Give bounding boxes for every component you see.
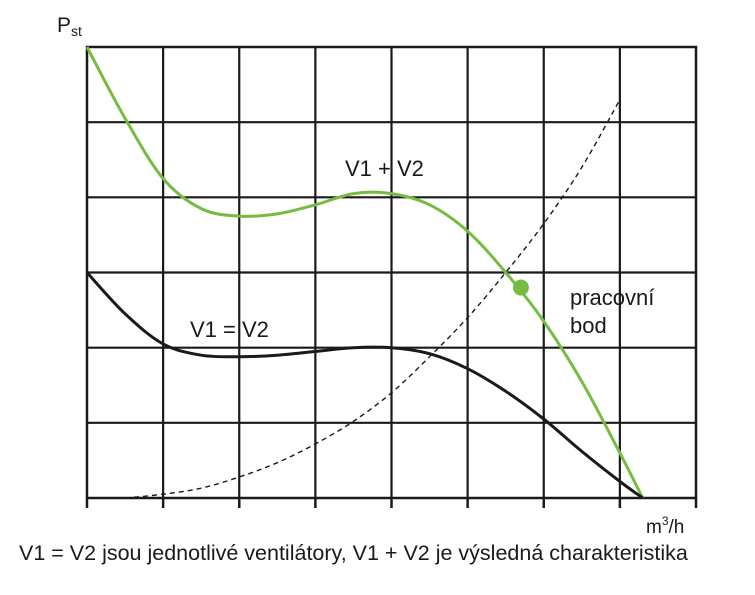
series-label-v1-equals-v2: V1 = V2 (190, 317, 269, 342)
figure-caption: V1 = V2 jsou jednotlivé ventilátory, V1 … (19, 541, 688, 565)
y-axis-label: Pst (57, 14, 82, 39)
system-resistance-curve (125, 99, 621, 499)
operating-point-label-line1: pracovní (570, 285, 654, 310)
x-axis-label: m3/h (646, 514, 684, 538)
v1-equals-v2-curve (85, 271, 644, 500)
fan-characteristic-chart: Pst m3/h V1 + V2 V1 = V2 pracovní bod (57, 14, 698, 538)
operating-point-marker (512, 279, 529, 296)
grid (85, 45, 698, 508)
v1-plus-v2-curve (85, 46, 645, 499)
series-label-v1-plus-v2: V1 + V2 (345, 156, 424, 181)
series-curves (85, 46, 645, 500)
operating-point-label-line2: bod (570, 313, 607, 338)
